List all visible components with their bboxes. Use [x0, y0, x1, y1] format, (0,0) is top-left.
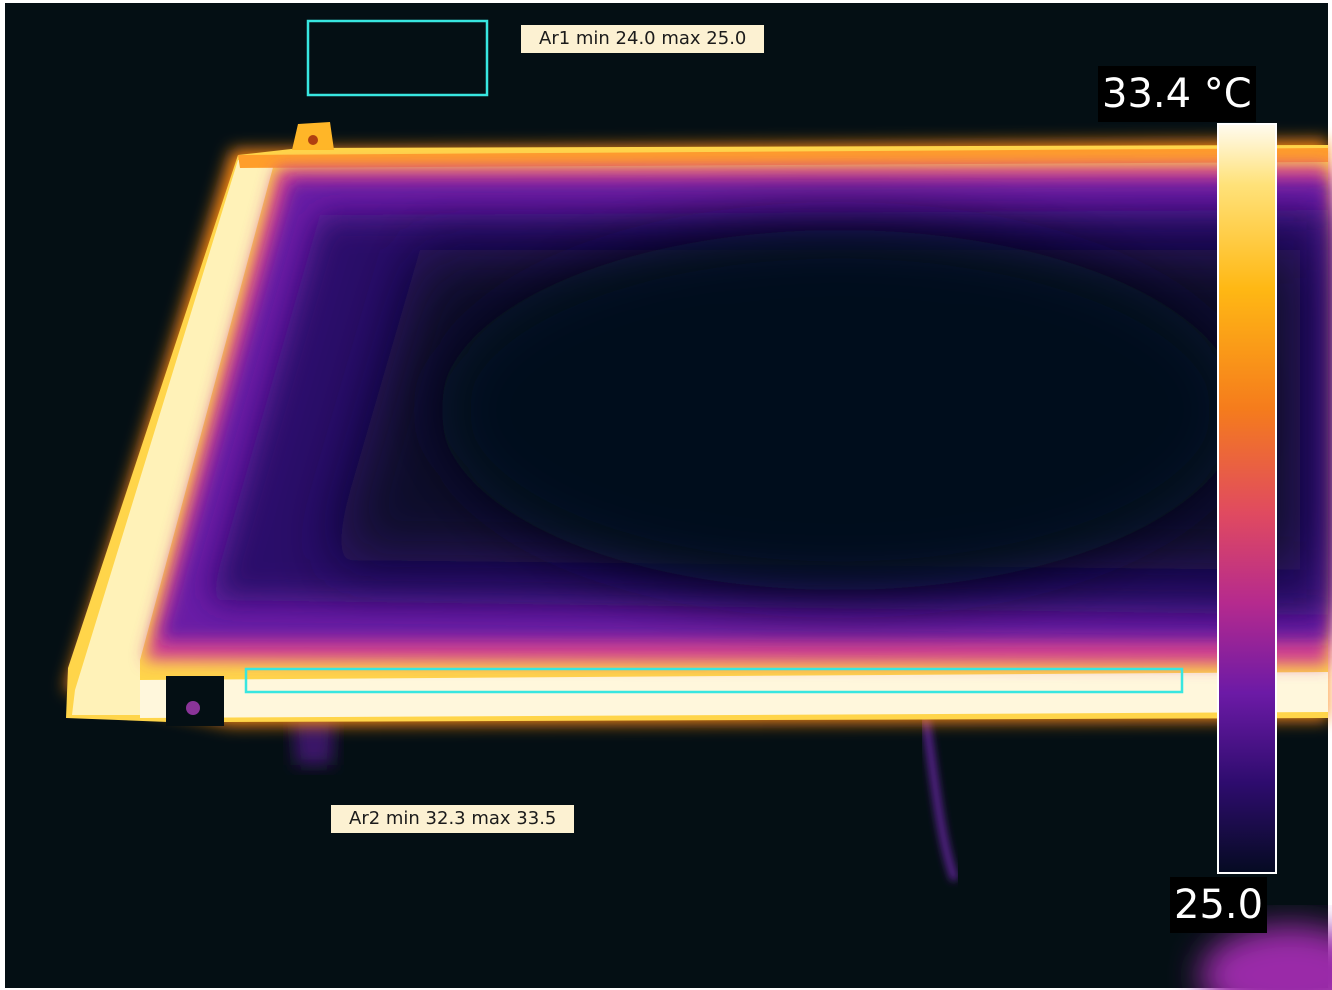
panel-frame-highlight-left — [72, 160, 275, 715]
clamp-block — [166, 676, 224, 726]
roi-ar2 — [244, 667, 1184, 694]
roi-ar1 — [306, 19, 489, 97]
color-scale-bar — [1217, 123, 1277, 874]
panel-top-edge — [238, 148, 1328, 168]
panel-frame-highlight-bottom — [140, 672, 1328, 718]
warm-object — [1200, 925, 1332, 990]
panel-leg — [292, 715, 335, 765]
area-ar1-label: Ar1 min 24.0 max 25.0 — [521, 25, 765, 53]
mounting-hole — [308, 135, 318, 145]
scale-max-label: 33.4 °C — [1098, 66, 1256, 122]
clamp-bolt — [186, 701, 200, 715]
scale-min-label: 25.0 — [1170, 877, 1268, 933]
panel-cold-center — [440, 230, 1240, 590]
area-ar2-label: Ar2 min 32.3 max 33.5 — [331, 805, 575, 833]
cable — [921, 714, 959, 882]
